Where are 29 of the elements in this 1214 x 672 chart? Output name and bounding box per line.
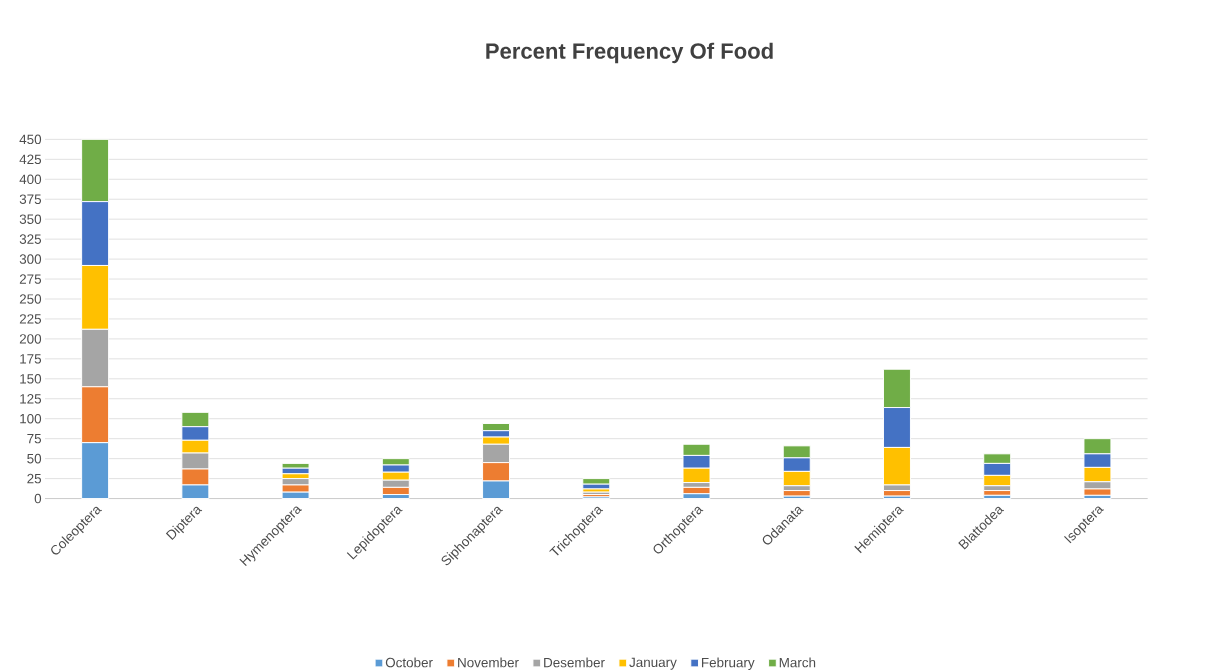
y-tick-label: 275 <box>19 274 42 284</box>
y-tick-label: 325 <box>19 234 42 244</box>
y-tick-label: 250 <box>19 294 42 304</box>
legend-label: November <box>458 657 519 668</box>
y-tick-label: 175 <box>20 353 42 364</box>
y-tick-label: 450 <box>19 134 42 144</box>
y-tick-label: 225 <box>19 313 42 324</box>
y-tick-label: 50 <box>27 453 42 464</box>
y-tick-label: 0 <box>34 493 42 504</box>
chart-title: Percent Frequency Of Food <box>486 42 773 64</box>
y-tick-label: 300 <box>19 254 42 264</box>
y-tick-label: 425 <box>19 154 42 164</box>
y-tick-label: 200 <box>19 333 42 344</box>
y-tick-label: 400 <box>19 174 42 184</box>
y-tick-label: 75 <box>27 433 42 444</box>
y-tick-label: 25 <box>27 473 42 484</box>
legend-label: March <box>779 657 816 668</box>
legend-label: Desember <box>544 657 605 668</box>
bar <box>281 462 310 469</box>
bar <box>983 494 1012 499</box>
y-tick-label: 150 <box>20 373 42 384</box>
y-tick-label: 350 <box>19 214 42 224</box>
legend-label: January <box>629 657 677 670</box>
legend-label: October <box>385 657 433 668</box>
y-tick-label: 125 <box>20 393 42 404</box>
legend-label: February <box>701 657 755 670</box>
y-tick-label: 375 <box>19 194 42 204</box>
y-tick-label: 100 <box>20 413 42 424</box>
bar <box>582 477 611 485</box>
